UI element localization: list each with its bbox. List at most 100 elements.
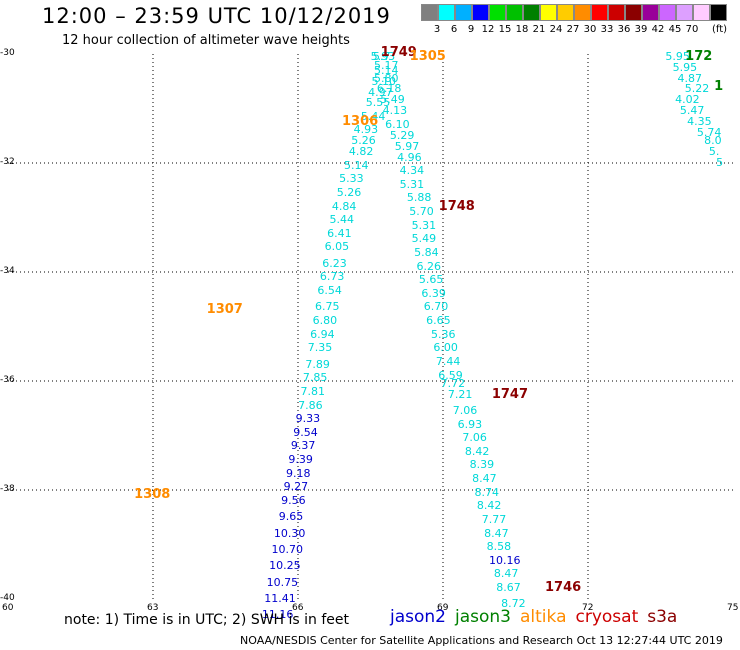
color-scale-unit: (ft) [712,24,728,35]
swh-value-label: 7.81 [300,384,326,398]
swh-value-label: 4.02 [675,93,700,107]
swh-value-label: 5.31 [399,177,425,191]
longitude-tick-label: 75 [727,603,739,613]
swh-value-label: 8.67 [496,581,521,595]
latitude-tick-label: -36 [0,375,15,385]
swh-value-label: 5.95 [665,49,690,63]
swh-value-label: 6.75 [315,300,340,314]
swh-value-label: 10.16 [489,553,521,567]
swh-value-label: 6.73 [319,270,345,284]
swh-value-label: 6.23 [322,256,347,270]
swh-value-label: 9.54 [293,425,318,439]
color-swatch [625,4,642,21]
pass-time-label: 1307 [206,302,243,318]
swh-value-label: 5.17 [373,58,399,72]
swh-value-label: 6.00 [433,341,458,355]
swh-value-label: 5.49 [411,232,437,246]
swh-value-label: 10.70 [271,542,304,556]
color-scale-tick: 27 [566,24,580,35]
legend-entry-cryosat: cryosat [575,607,639,627]
latitude-tick-label: -32 [0,157,15,167]
pass-time-label: 1748 [438,198,475,214]
swh-value-label: 4.87 [677,71,703,85]
swh-value-label: 5.80 [373,71,399,85]
swh-value-label: 5.65 [418,273,444,287]
swh-value-label: 5.93 [370,49,396,63]
page-subtitle: 12 hour collection of altimeter wave hei… [62,33,350,48]
swh-value-label: 5.44 [360,109,386,123]
map-grid [8,54,733,599]
swh-value-label: 4.34 [399,164,425,178]
swh-value-label: 5 [716,156,724,169]
satellite-legend: jason2 jason3 altika cryosat s3a [390,607,686,627]
swh-value-label: 5.95 [672,60,698,74]
longitude-tick-label: 66 [292,603,304,613]
swh-value-label: 6.41 [327,226,352,240]
swh-value-label: 7.89 [305,357,330,371]
swh-value-label: 5.31 [411,218,437,232]
latitude-tick-label: -40 [0,593,15,603]
swh-value-label: 6.10 [385,117,410,131]
swh-value-label: 8.0 [704,134,722,148]
color-scale-tick: 42 [651,24,665,35]
swh-value-label: 6.93 [457,417,483,431]
pass-time-label: 1305 [409,48,446,64]
longitude-tick-label: 72 [582,603,594,613]
swh-value-label: 5.14 [344,158,369,172]
swh-value-label: 4.93 [353,123,379,137]
color-swatch [472,4,489,21]
swh-value-label: 5.74 [696,126,722,140]
color-scale-tick: 9 [467,24,475,35]
color-swatch [710,4,727,21]
swh-value-label: 5.49 [380,93,405,107]
swh-value-label: 5.33 [339,172,364,186]
swh-value-label: 7.86 [298,398,323,412]
color-swatch [591,4,608,21]
color-scale-tick: 15 [498,24,512,35]
swh-value-label: 5.26 [351,134,376,148]
swh-value-label: 5. [708,145,720,159]
swh-value-label: 6.94 [310,327,335,341]
pass-time-label: 1 [714,78,724,94]
credit-line: NOAA/NESDIS Center for Satellite Applica… [240,634,723,647]
color-swatch [608,4,625,21]
pass-time-label: 1306 [342,114,379,130]
swh-value-label: 5.84 [414,245,439,259]
color-swatch [642,4,659,21]
swh-value-label: 9.39 [288,453,313,467]
color-scale-tick: 45 [668,24,682,35]
swh-value-label: 4.96 [397,150,422,164]
swh-value-label: 7.06 [452,403,478,417]
swh-value-label: 7.77 [481,512,507,526]
color-scale-tick: 36 [617,24,631,35]
swh-value-label: 5.44 [329,213,355,227]
swh-value-label: 5.7 [373,49,391,63]
swh-value-label: 6.80 [312,314,338,328]
swh-value-label: 7.85 [302,371,328,385]
color-swatch [506,4,523,21]
swh-value-label: 11.41 [264,592,296,605]
color-swatch [676,4,693,21]
swh-value-label: 5.88 [406,191,432,205]
color-swatch [574,4,591,21]
color-scale-tick: 39 [634,24,648,35]
longitude-tick-label: 60 [2,603,14,613]
swh-value-label: 11.16 [261,608,294,622]
color-swatch [421,4,438,21]
legend-entry-jason2: jason2 [390,607,446,627]
swh-value-label: 7.72 [440,376,466,390]
swh-value-label: 8.47 [493,567,519,581]
color-scale-tick: 30 [583,24,597,35]
pass-time-label: 1747 [491,386,529,402]
swh-value-label: 6.54 [317,284,342,298]
pass-time-label: 1749 [380,44,417,60]
swh-value-label: 7.06 [462,431,487,445]
latitude-tick-label: -38 [0,484,15,494]
pass-time-label: 1308 [134,487,171,503]
swh-value-label: 4.13 [382,104,408,118]
swh-value-label: 6.05 [324,240,350,254]
swh-value-label: 5.97 [394,139,420,153]
swh-value-label: 4.84 [331,199,357,213]
swh-value-label: 8.42 [476,499,502,513]
swh-value-label: 7.35 [307,341,333,355]
